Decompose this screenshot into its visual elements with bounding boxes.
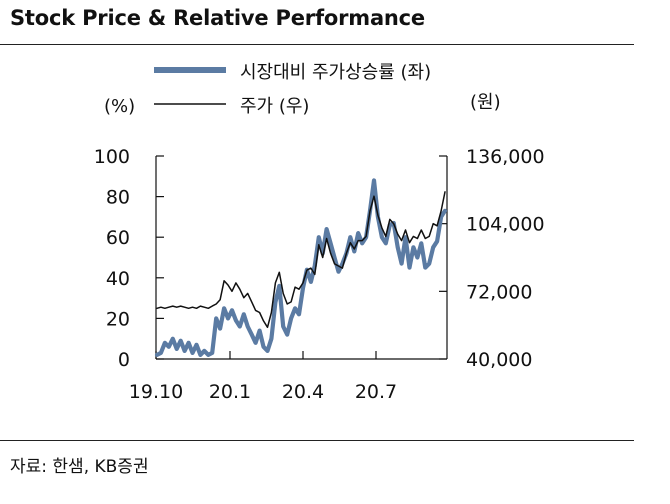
- bottom-rule: [0, 440, 634, 441]
- legend-label-relative: 시장대비 주가상승률 (좌): [240, 62, 431, 83]
- x-tick-label: 20.7: [355, 381, 397, 403]
- left-tick-label: 0: [118, 349, 130, 371]
- source-note: 자료: 한샘, KB증권: [10, 457, 149, 477]
- left-tick-label: 80: [106, 187, 130, 209]
- left-tick-label: 20: [106, 308, 130, 330]
- left-axis-unit: (%): [104, 96, 135, 117]
- series-line-relative-performance: [154, 178, 448, 357]
- x-tick-label: 20.1: [209, 381, 251, 403]
- x-tick-label: 20.4: [282, 381, 324, 403]
- axis-ticks: 0 20 40 60 80 100 40,000 72,000 104,000 136,000 19…: [94, 146, 545, 403]
- right-tick-label: 40,000: [466, 349, 532, 371]
- left-tick-label: 100: [94, 146, 130, 168]
- right-axis-unit: (원): [470, 92, 501, 113]
- left-tick-label: 60: [106, 227, 130, 249]
- series-group: [154, 178, 448, 357]
- chart-canvas: 시장대비 주가상승률 (좌) 주가 (우) (%) (원) 0 20 40 60 80 1…: [94, 62, 545, 403]
- right-tick-label: 136,000: [466, 146, 545, 168]
- x-tick-label: 19.10: [129, 381, 183, 403]
- left-tick-label: 40: [106, 268, 130, 290]
- top-rule: [0, 44, 634, 45]
- right-tick-label: 104,000: [466, 214, 545, 236]
- right-tick-label: 72,000: [466, 281, 532, 303]
- legend-label-price: 주가 (우): [240, 96, 309, 117]
- chart-title: Stock Price & Relative Performance: [10, 6, 425, 30]
- series-line-stock-price: [156, 191, 446, 329]
